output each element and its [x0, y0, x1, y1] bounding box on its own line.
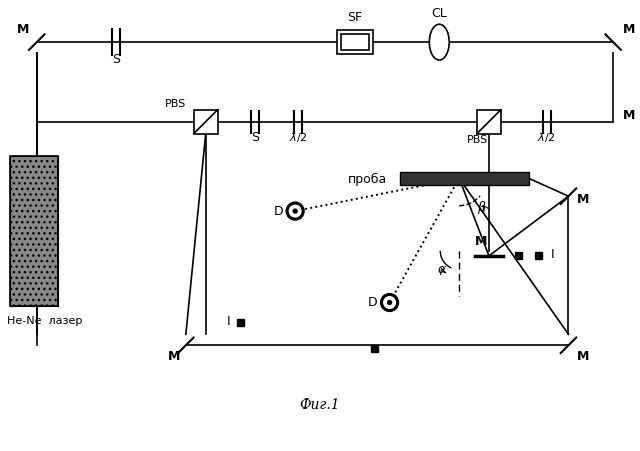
Bar	[10, 157, 58, 306]
Text: M: M	[17, 23, 29, 36]
Text: $\lambda/2$: $\lambda/2$	[289, 130, 307, 143]
Text: $\alpha$: $\alpha$	[437, 262, 447, 275]
Bar	[337, 31, 372, 55]
Bar	[535, 253, 542, 260]
Bar	[194, 110, 218, 134]
Text: I: I	[227, 314, 230, 327]
Text: SF: SF	[348, 11, 362, 24]
Text: PBS: PBS	[165, 98, 186, 109]
Text: I: I	[550, 248, 554, 261]
Text: He-Ne  лазер: He-Ne лазер	[7, 316, 83, 326]
Circle shape	[289, 206, 301, 217]
Text: M: M	[623, 23, 636, 36]
Bar	[399, 172, 529, 185]
Bar	[10, 157, 58, 306]
Circle shape	[293, 210, 297, 214]
Text: S: S	[252, 130, 259, 143]
Text: $\lambda/2$: $\lambda/2$	[538, 130, 556, 143]
Text: M: M	[475, 235, 487, 247]
Text: M: M	[168, 350, 180, 362]
Bar	[371, 345, 378, 352]
Text: M: M	[623, 108, 636, 121]
Text: S: S	[112, 53, 120, 66]
Text: $\beta$: $\beta$	[477, 198, 486, 216]
Circle shape	[384, 297, 396, 308]
Text: PBS: PBS	[467, 134, 488, 144]
Text: D: D	[368, 295, 378, 308]
Text: M: M	[577, 350, 589, 362]
Ellipse shape	[429, 25, 449, 61]
Text: проба: проба	[348, 172, 387, 185]
Text: Фиг.1: Фиг.1	[300, 397, 340, 411]
Bar	[515, 253, 522, 260]
Text: D: D	[273, 204, 283, 217]
Text: M: M	[577, 193, 589, 206]
Bar	[477, 110, 501, 134]
Circle shape	[286, 202, 304, 221]
Circle shape	[388, 301, 392, 305]
Bar	[237, 319, 244, 326]
Circle shape	[381, 294, 399, 312]
Text: CL: CL	[431, 7, 447, 20]
Bar	[341, 35, 369, 51]
